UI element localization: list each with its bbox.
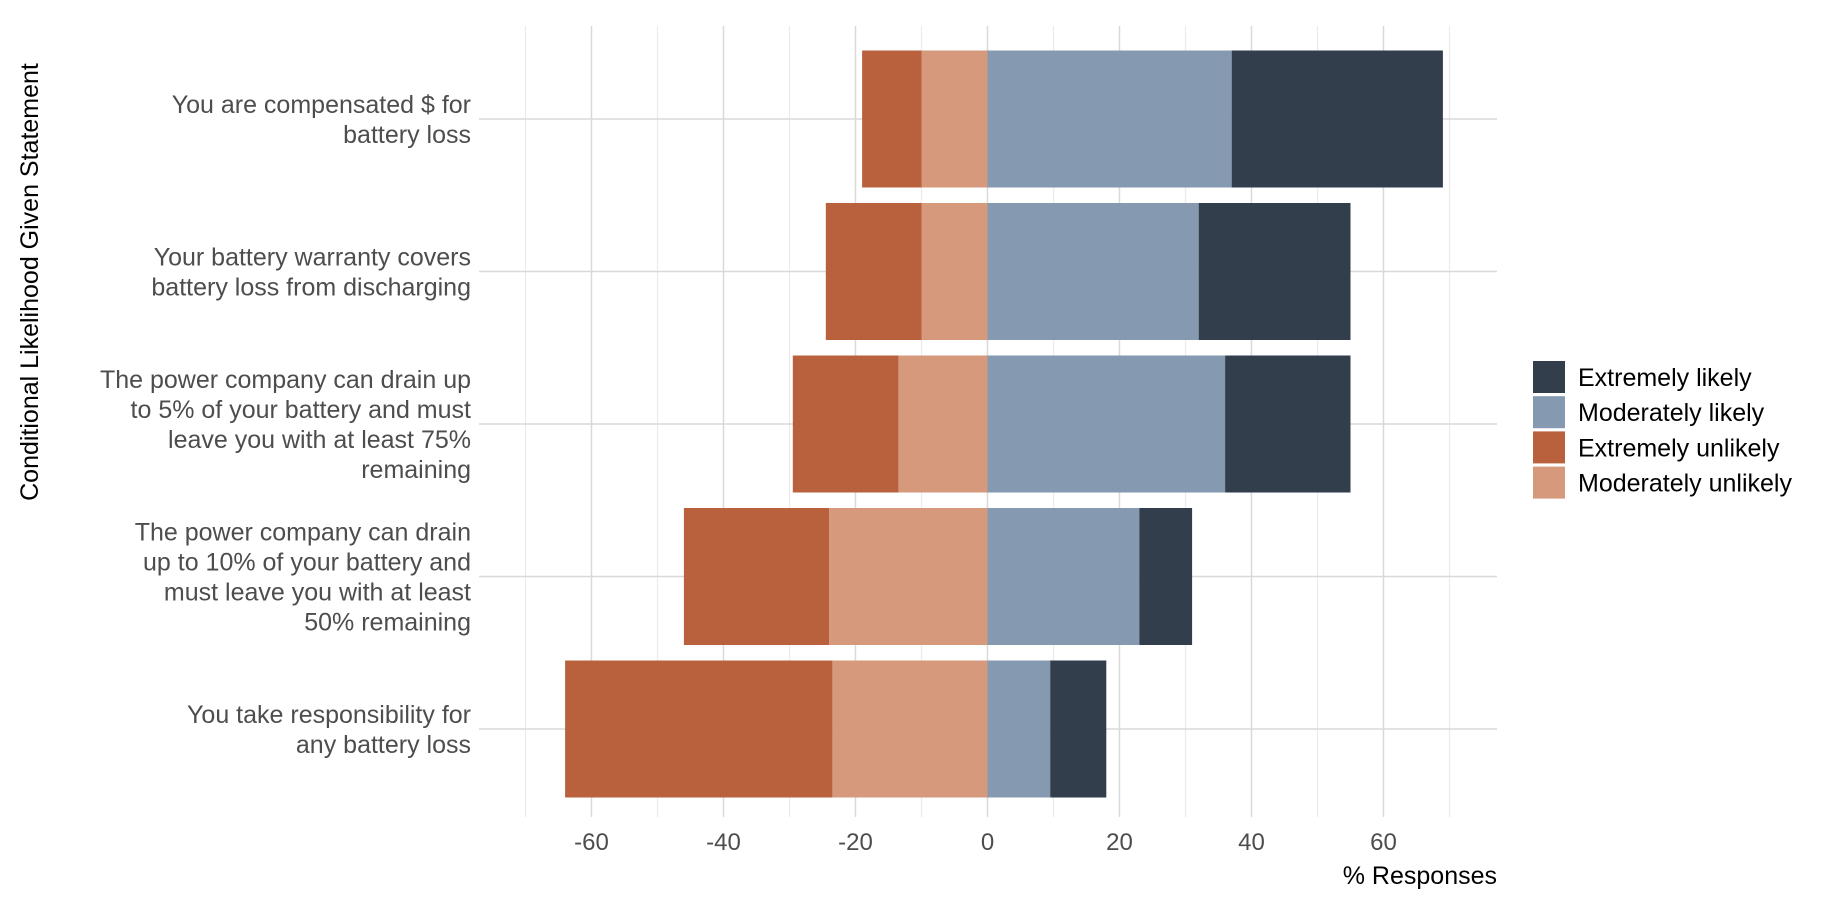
bar-segment [987, 355, 1226, 493]
category-label: remaining [361, 456, 471, 484]
bar-segment [829, 508, 988, 645]
bar-segment [565, 660, 833, 798]
x-tick-label: 0 [981, 829, 994, 856]
bar-segment [921, 203, 988, 340]
legend-swatch [1533, 361, 1565, 393]
legend-label: Moderately likely [1578, 399, 1765, 427]
bar-segment [1050, 660, 1107, 798]
legend-swatch [1533, 396, 1565, 429]
category-label: battery loss from discharging [151, 274, 471, 302]
bar-segment [987, 203, 1199, 340]
category-label: You take responsibility for [187, 701, 471, 729]
category-label: The power company can drain [135, 519, 471, 547]
bar-segment [898, 355, 988, 493]
category-label: You are compensated $ for [172, 91, 471, 119]
category-label: The power company can drain up [100, 366, 471, 394]
x-tick-label: -60 [574, 829, 609, 856]
legend-label: Extremely unlikely [1578, 434, 1780, 462]
x-tick-label: -40 [706, 829, 741, 856]
x-tick-label: 40 [1238, 829, 1265, 856]
bar-segment [987, 50, 1232, 188]
bar-segment [832, 660, 988, 798]
bar-segment [1139, 508, 1193, 645]
bar-segment [862, 50, 922, 188]
x-tick-label: -20 [838, 829, 873, 856]
category-label: Your battery warranty covers [154, 244, 471, 272]
category-label: to 5% of your battery and must [131, 396, 472, 424]
bar-segment [1225, 355, 1351, 493]
bar-segment [1198, 203, 1351, 340]
bar-segment [987, 660, 1051, 798]
category-label: 50% remaining [304, 609, 471, 637]
bar-segment [825, 203, 922, 340]
legend-swatch [1533, 431, 1565, 464]
category-label: leave you with at least 75% [168, 426, 471, 454]
category-label: must leave you with at least [164, 579, 471, 607]
bar-segment [792, 355, 899, 493]
category-label: any battery loss [296, 731, 471, 759]
category-label: up to 10% of your battery and [143, 549, 471, 577]
x-tick-label: 20 [1106, 829, 1133, 856]
bar-segment [1231, 50, 1443, 188]
legend-swatch [1533, 466, 1565, 499]
y-axis-title: Conditional Likelihood Given Statement [16, 63, 44, 501]
bar-segment [683, 508, 830, 645]
x-tick-label: 60 [1370, 829, 1397, 856]
x-axis-title: % Responses [1343, 862, 1497, 890]
bar-segment [921, 50, 988, 188]
category-label: battery loss [343, 121, 471, 149]
bar-segment [987, 508, 1140, 645]
legend-label: Moderately unlikely [1578, 470, 1792, 498]
legend-label: Extremely likely [1578, 364, 1752, 392]
